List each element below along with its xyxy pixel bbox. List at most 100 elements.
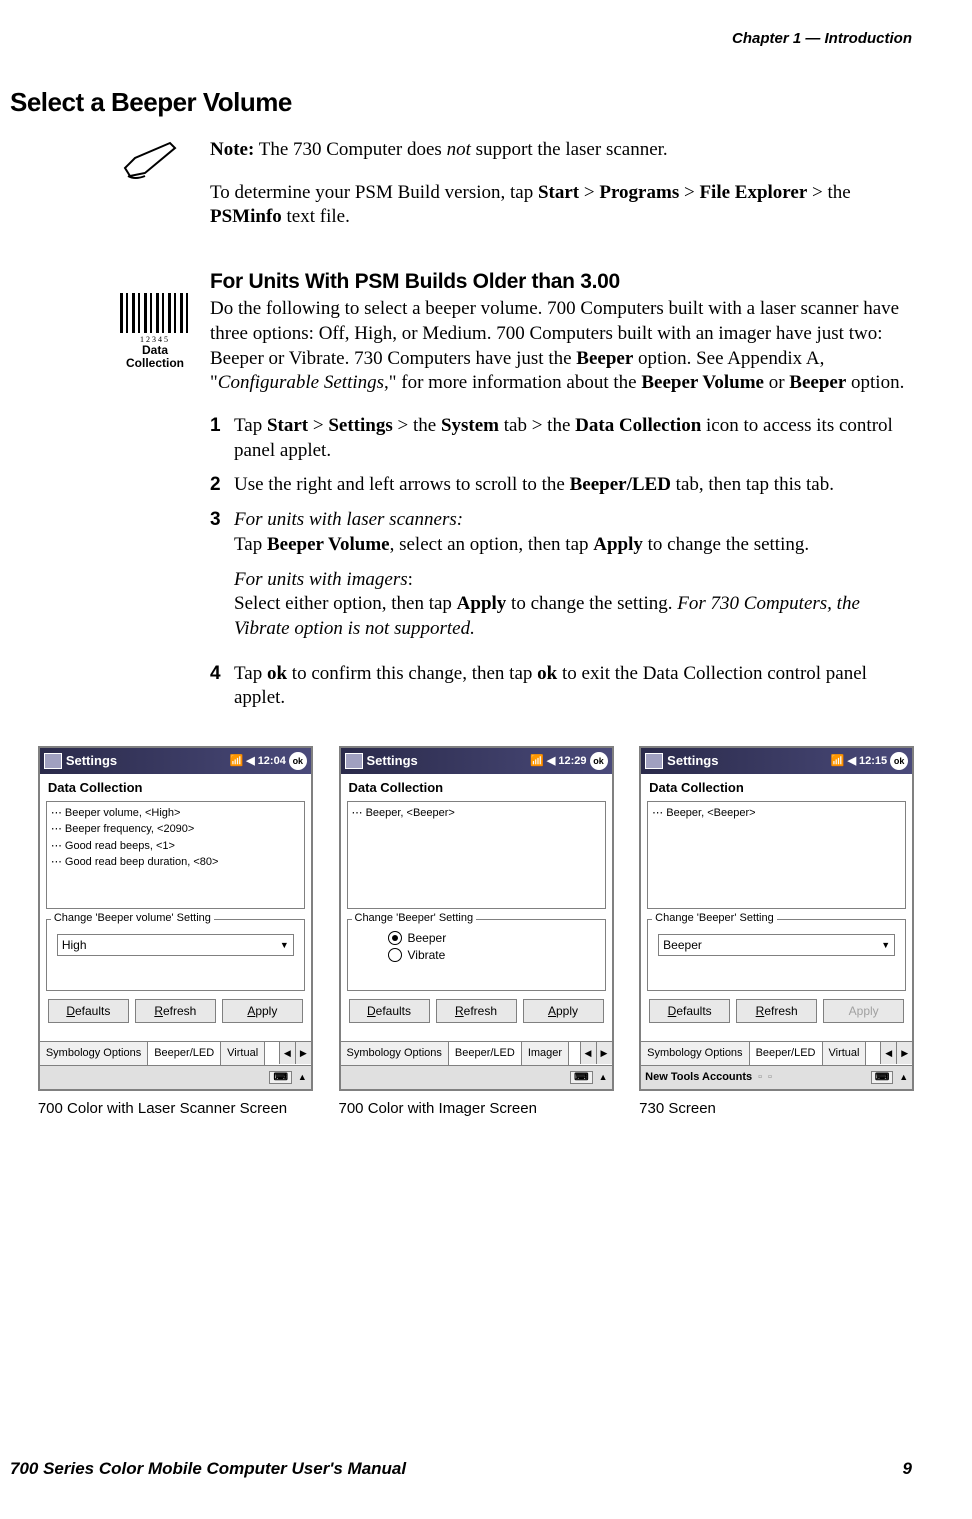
keyboard-icon-1[interactable]: ⌨	[269, 1071, 291, 1084]
s3p1d: Apply	[593, 534, 643, 555]
pda-screen-3: Settings 📶 ◀ 12:15 ok Data Collection ⋯ …	[639, 746, 914, 1091]
note-text-column: Note: The 730 Computer does not support …	[210, 138, 912, 248]
step-3: 3 For units with laser scanners: Tap Bee…	[210, 508, 912, 651]
s1b2: Settings	[328, 415, 392, 436]
tab-virtual-1[interactable]: Virtual	[221, 1042, 265, 1065]
tree-box-1[interactable]: ⋯ Beeper volume, <High> ⋯ Beeper frequen…	[46, 801, 305, 909]
description-paragraph: Do the following to select a beeper volu…	[210, 297, 912, 396]
tab-symbology-1[interactable]: Symbology Options	[40, 1042, 148, 1065]
ok-button-1[interactable]: ok	[289, 752, 307, 770]
s1b1: Start	[267, 415, 308, 436]
s1t4: tab > the	[499, 415, 575, 436]
apply-button-1[interactable]: Apply	[222, 999, 303, 1023]
s4t2: to confirm this change, then tap	[287, 663, 537, 684]
tab-right-2[interactable]: ▶	[596, 1042, 612, 1064]
button-row-1: Defaults Refresh Apply	[46, 999, 305, 1023]
step-3-text: For units with laser scanners: Tap Beepe…	[234, 508, 912, 651]
s3p1e: to change the setting.	[643, 534, 809, 555]
step-2-number: 2	[210, 473, 234, 498]
p1-t5: option.	[846, 372, 904, 393]
note-paragraph: Note: The 730 Computer does not support …	[210, 138, 912, 163]
defaults-button-1[interactable]: Defaults	[48, 999, 129, 1023]
start-flag-icon-3[interactable]	[645, 753, 663, 769]
tab-left-3[interactable]: ◀	[880, 1042, 896, 1064]
titlebar-2-status: 📶 ◀ 12:29 ok	[530, 752, 607, 770]
refresh-button-1[interactable]: Refresh	[135, 999, 216, 1023]
signal-icon: 📶	[230, 754, 244, 767]
dropdown-3-value: Beeper	[663, 938, 702, 952]
bottombar-3-text[interactable]: New Tools Accounts	[645, 1071, 752, 1083]
defaults-button-3[interactable]: Defaults	[649, 999, 730, 1023]
tabs-row-1: Symbology Options Beeper/LED Virtual ◀ ▶	[40, 1041, 311, 1065]
bottombar-3: New Tools Accounts ▫ ▫ ⌨ ▲	[641, 1065, 912, 1089]
p1-b2: Beeper Volume	[641, 372, 764, 393]
tabs-row-3: Symbology Options Beeper/LED Virtual ◀ ▶	[641, 1041, 912, 1065]
note-italic: not	[447, 139, 471, 160]
titlebar-1-time: 12:04	[258, 755, 286, 767]
legend-3: Change 'Beeper' Setting	[652, 912, 777, 924]
tab-beeper-1[interactable]: Beeper/LED	[148, 1042, 221, 1065]
radio-beeper-label: Beeper	[408, 931, 447, 945]
ok-button-2[interactable]: ok	[590, 752, 608, 770]
s1t3: > the	[393, 415, 441, 436]
dropdown-1-value: High	[62, 938, 87, 952]
tab-symbology-2[interactable]: Symbology Options	[341, 1042, 449, 1065]
fieldset-1: Change 'Beeper volume' Setting High ▼	[46, 919, 305, 991]
speaker-icon: ◀	[246, 754, 254, 767]
intro-mid: > the	[807, 182, 850, 203]
defaults-button-2[interactable]: Defaults	[349, 999, 430, 1023]
tab-beeper-3[interactable]: Beeper/LED	[750, 1042, 823, 1065]
tree-item-1-3[interactable]: ⋯ Good read beep duration, <80>	[51, 854, 300, 871]
up-icon-1[interactable]: ▲	[298, 1072, 307, 1082]
tree-item-1-2[interactable]: ⋯ Good read beeps, <1>	[51, 838, 300, 855]
radio-vibrate[interactable]: Vibrate	[388, 948, 595, 962]
up-icon-3[interactable]: ▲	[899, 1072, 908, 1082]
tab-symbology-3[interactable]: Symbology Options	[641, 1042, 749, 1065]
start-flag-icon-2[interactable]	[345, 753, 363, 769]
tree-item-1-0[interactable]: ⋯ Beeper volume, <High>	[51, 805, 300, 822]
s3i2: For units with imagers	[234, 569, 408, 590]
tree-item-3-0[interactable]: ⋯ Beeper, <Beeper>	[652, 805, 901, 822]
radio-beeper-input[interactable]	[388, 931, 402, 945]
step-3-number: 3	[210, 508, 234, 651]
s1t1: Tap	[234, 415, 267, 436]
apply-button-2[interactable]: Apply	[523, 999, 604, 1023]
bottombar-3-icon1[interactable]: ▫	[758, 1071, 762, 1083]
start-flag-icon[interactable]	[44, 753, 62, 769]
step-1-number: 1	[210, 414, 234, 463]
radio-vibrate-input[interactable]	[388, 948, 402, 962]
tree-sel-3[interactable]: Beeper, <Beeper>	[666, 807, 755, 819]
s1b3: System	[441, 415, 499, 436]
speaker-icon-2: ◀	[547, 754, 555, 767]
tab-right-1[interactable]: ▶	[295, 1042, 311, 1064]
tree-box-2[interactable]: ⋯ Beeper, <Beeper>	[347, 801, 606, 909]
titlebar-3-status: 📶 ◀ 12:15 ok	[831, 752, 908, 770]
tree-sel-1[interactable]: Beeper volume, <High>	[65, 807, 181, 819]
pda-screen-2: Settings 📶 ◀ 12:29 ok Data Collection ⋯ …	[339, 746, 614, 1091]
refresh-button-3[interactable]: Refresh	[736, 999, 817, 1023]
tree-item-2-0[interactable]: ⋯ Beeper, <Beeper>	[352, 805, 601, 822]
tree-box-3[interactable]: ⋯ Beeper, <Beeper>	[647, 801, 906, 909]
steps-list: 1 Tap Start > Settings > the System tab …	[210, 414, 912, 711]
refresh-button-2[interactable]: Refresh	[436, 999, 517, 1023]
dropdown-1[interactable]: High ▼	[57, 934, 294, 956]
tab-left-1[interactable]: ◀	[279, 1042, 295, 1064]
bottombar-3-icon2[interactable]: ▫	[768, 1071, 772, 1083]
s4b1: ok	[267, 663, 287, 684]
main-content-row: 12345 Data Collection For Units With PSM…	[90, 268, 912, 721]
keyboard-icon-3[interactable]: ⌨	[871, 1071, 893, 1084]
tab-imager-2[interactable]: Imager	[522, 1042, 569, 1065]
s3p1b: Beeper Volume	[267, 534, 390, 555]
tree-item-1-1[interactable]: ⋯ Beeper frequency, <2090>	[51, 821, 300, 838]
tab-beeper-2[interactable]: Beeper/LED	[449, 1042, 522, 1065]
tab-left-2[interactable]: ◀	[580, 1042, 596, 1064]
signal-icon-3: 📶	[831, 754, 845, 767]
up-icon-2[interactable]: ▲	[599, 1072, 608, 1082]
ok-button-3[interactable]: ok	[890, 752, 908, 770]
tab-virtual-3[interactable]: Virtual	[823, 1042, 867, 1065]
radio-beeper[interactable]: Beeper	[388, 931, 595, 945]
dropdown-3[interactable]: Beeper ▼	[658, 934, 895, 956]
keyboard-icon-2[interactable]: ⌨	[570, 1071, 592, 1084]
tab-right-3[interactable]: ▶	[896, 1042, 912, 1064]
data-collection-icon: 12345 Data Collection	[120, 293, 190, 370]
